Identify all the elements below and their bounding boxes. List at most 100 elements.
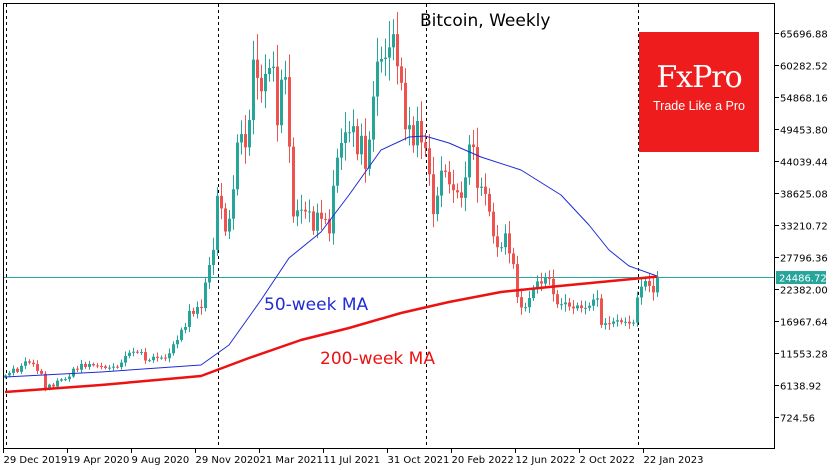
candle-body <box>92 363 95 366</box>
candle <box>388 20 391 81</box>
candle-body <box>640 286 643 298</box>
candle-body <box>132 351 135 353</box>
candle <box>360 123 363 165</box>
candle-body <box>60 379 63 381</box>
candle-body <box>524 307 527 309</box>
candle <box>656 270 659 297</box>
candle <box>340 128 343 171</box>
candle <box>128 350 131 359</box>
candle <box>164 354 167 362</box>
candle <box>84 361 87 369</box>
candle-body <box>516 264 519 298</box>
candle-body <box>420 121 423 143</box>
candle <box>628 315 631 329</box>
candle-body <box>560 304 563 306</box>
candle-body <box>52 384 55 387</box>
candle <box>256 34 259 100</box>
candle <box>380 46 383 73</box>
candle-body <box>608 323 611 325</box>
candle-body <box>144 352 147 361</box>
candle-body <box>496 236 499 248</box>
candle <box>636 291 639 327</box>
candle-body <box>240 134 243 143</box>
y-tick-label: 27796.36 <box>780 254 828 265</box>
candle-body <box>40 370 43 374</box>
candle <box>528 291 531 314</box>
candle-body <box>204 282 207 308</box>
candle <box>52 383 55 388</box>
candle <box>268 59 271 82</box>
candle <box>472 130 475 160</box>
candle <box>212 237 215 275</box>
candle <box>124 351 127 367</box>
candle-body <box>464 177 467 198</box>
candle <box>516 255 519 304</box>
candle <box>448 161 451 194</box>
x-tick-label: 29 Nov 2020 <box>196 455 260 466</box>
candle-body <box>264 73 267 92</box>
candle-body <box>616 320 619 322</box>
candle-body <box>584 307 587 309</box>
candle-body <box>156 356 159 358</box>
candle-body <box>528 298 531 308</box>
candle <box>376 37 379 116</box>
candle <box>20 363 23 374</box>
candle-body <box>460 192 463 198</box>
candle <box>168 348 171 363</box>
candle-body <box>520 297 523 308</box>
candle-body <box>96 365 99 367</box>
candle-body <box>440 170 443 196</box>
candle <box>248 109 251 156</box>
candle <box>236 134 239 196</box>
logo-brand: FxPro <box>656 60 742 95</box>
candle <box>316 203 319 239</box>
candle <box>116 364 119 369</box>
candle <box>344 111 347 161</box>
candle <box>36 360 39 375</box>
candle-body <box>452 184 455 191</box>
candle <box>500 242 503 252</box>
candle-body <box>344 132 347 144</box>
candle <box>88 360 91 370</box>
candle <box>104 364 107 370</box>
candle <box>356 118 359 161</box>
candle-body <box>56 380 59 387</box>
x-tick-label: 29 Dec 2019 <box>4 455 68 466</box>
candle <box>140 349 143 356</box>
candle-body <box>128 352 131 356</box>
candle <box>568 297 571 311</box>
candle <box>300 194 303 224</box>
candle-body <box>508 233 511 254</box>
candle <box>460 181 463 208</box>
candle-body <box>292 146 295 217</box>
candle-body <box>404 82 407 130</box>
candle-body <box>296 210 299 217</box>
candle <box>16 367 19 374</box>
candle <box>476 127 479 203</box>
candle <box>396 12 399 85</box>
candle-body <box>64 379 67 381</box>
candle-body <box>396 34 399 67</box>
y-tick-label: 49453.80 <box>780 126 828 137</box>
candle-body <box>176 339 179 345</box>
candle-body <box>216 195 219 250</box>
candle-body <box>24 361 27 366</box>
candle <box>8 370 11 378</box>
candle <box>188 304 191 333</box>
candle <box>416 106 419 158</box>
candle <box>200 299 203 315</box>
candle-body <box>148 360 151 362</box>
candle <box>608 316 611 330</box>
candle-body <box>188 310 191 327</box>
candle <box>132 347 135 357</box>
candle-body <box>588 305 591 308</box>
candle <box>524 302 527 312</box>
candle-body <box>224 208 227 232</box>
candle-body <box>448 171 451 185</box>
candle <box>224 203 227 236</box>
candle <box>28 359 31 365</box>
candle <box>260 64 263 103</box>
candle <box>152 353 155 363</box>
ma50-line <box>4 135 658 378</box>
y-tick-label: 16967.64 <box>780 318 828 329</box>
